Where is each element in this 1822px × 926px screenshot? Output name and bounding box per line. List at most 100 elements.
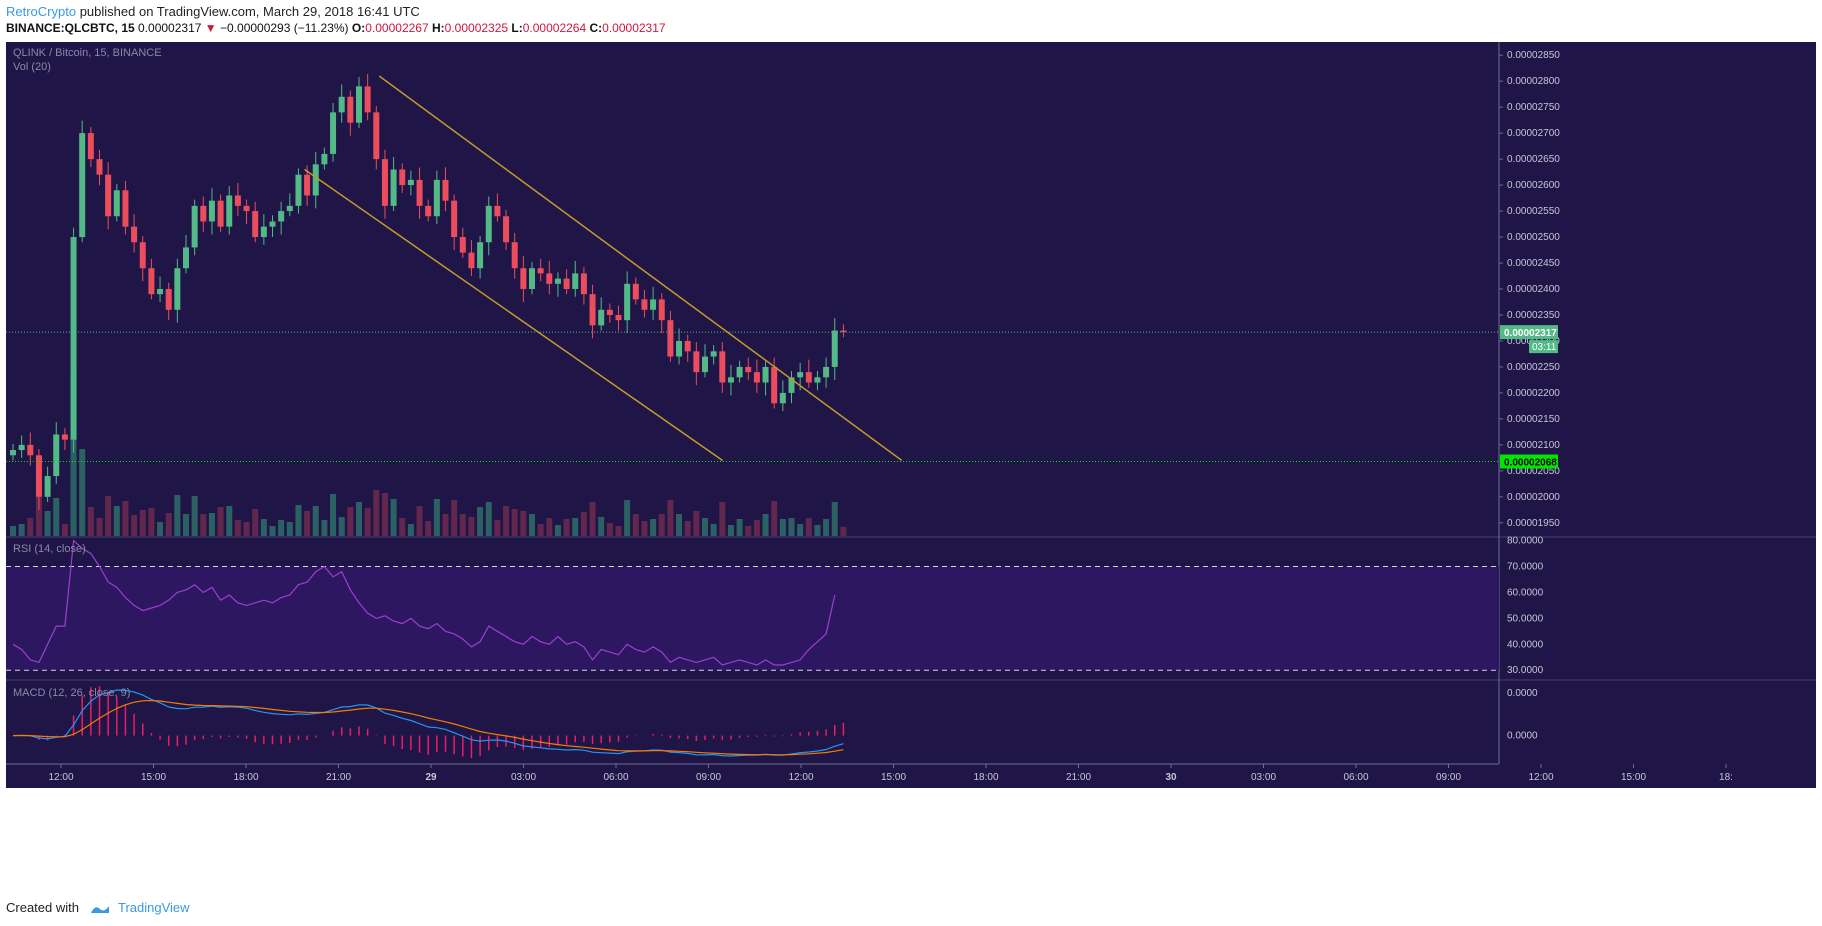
volume-bar [217,507,224,536]
candle [753,372,760,383]
volume-label: Vol (20) [13,61,51,73]
volume-bar [174,495,181,536]
x-tick-label: 29 [425,772,437,783]
x-tick-label: 12:00 [48,772,73,783]
y-tick-label: 0.00002250 [1507,362,1560,373]
volume-bar [356,502,362,536]
candle [477,242,484,269]
volume-bar [606,523,613,536]
x-tick-label: 12:00 [788,772,813,783]
candle [745,366,752,373]
candle [503,216,510,243]
candle [399,169,406,186]
candle [174,268,181,310]
volume-bar [702,518,708,536]
candle [18,444,25,451]
candle [131,226,138,243]
candle [676,340,683,357]
candle [658,299,665,321]
candle [356,86,362,123]
candle [234,195,241,206]
y-tick-label: 0.00002650 [1507,154,1560,165]
volume-bar [364,508,371,536]
volume-bar [79,449,86,536]
volume-bar [745,526,752,536]
y-tick-label: 0.00002150 [1507,414,1560,425]
volume-bar [35,497,42,536]
volume-bar [286,522,293,536]
channel-lower-line [304,168,724,462]
candle [425,205,432,217]
y-tick-label: 0.00002800 [1507,76,1560,87]
volume-bar [494,520,501,536]
ohlc-line: BINANCE:QLCBTC, 15 0.00002317 ▼ −0.00000… [6,21,666,35]
countdown-label: 03:11 [1532,342,1557,353]
candle [606,309,613,315]
x-tick-label: 21:00 [326,772,351,783]
volume-bar [451,500,458,536]
volume-bar [407,524,414,536]
tradingview-link[interactable]: TradingView [118,900,190,915]
candle [295,174,302,206]
channel-upper-line [378,75,903,462]
volume-bar [234,520,241,536]
x-tick-label: 15:00 [881,772,906,783]
volume-bar [87,507,94,536]
rsi-label: RSI (14, close) [13,543,86,555]
volume-bar [243,522,250,536]
candle [191,205,198,248]
volume-bar [330,494,337,536]
countdown-tag [1529,340,1558,354]
volume-bar [70,370,77,536]
x-tick-label: 06:00 [603,772,628,783]
candle [710,351,717,357]
volume-bar [572,518,579,536]
volume-bar [61,524,68,536]
low-value: 0.00002264 [522,21,587,35]
volume-bar [485,502,492,536]
candle [70,237,77,440]
author-link[interactable]: RetroCrypto [6,4,77,19]
volume-bar [641,521,648,536]
candle [139,242,146,269]
x-tick-label: 03:00 [1251,772,1276,783]
candles [10,73,847,510]
chart-title: QLINK / Bitcoin, 15, BINANCE [13,47,162,59]
candle [529,268,535,289]
volume-bar [503,506,510,536]
candle [217,200,224,227]
candle [10,450,16,456]
y-tick-label: 0.00002850 [1507,50,1560,61]
candle [736,366,743,378]
volume-bar [200,514,207,536]
support-label: 0.00002068 [1504,457,1557,468]
chart-area[interactable]: 0.00002850 0.00002800 0.00002750 0.00002700… [6,42,1816,890]
volume-bar [771,501,778,536]
y-tick-label: 0.00001950 [1507,518,1560,529]
chart-svg[interactable]: 0.00002850 0.00002800 0.00002750 0.00002700… [6,42,1816,890]
volume-bar [399,518,406,536]
volume-bars [10,370,847,536]
candle [771,366,778,404]
candle [494,205,501,217]
candle [407,179,414,186]
volume-bar [425,521,432,536]
candle [693,351,700,373]
candle [684,340,691,352]
candle [226,195,233,227]
volume-bar [658,514,665,536]
rsi-line [12,539,836,666]
volume-bar [304,511,311,536]
x-tick-label: 21:00 [1066,772,1091,783]
candle [572,273,579,289]
candle [79,133,86,238]
candle [252,211,259,238]
volume-bar [260,519,267,536]
volume-bar [53,498,60,536]
last-price-tag [1500,325,1558,340]
publish-line: RetroCrypto published on TradingView.com… [6,4,420,19]
candle [823,366,830,378]
candle [641,299,648,310]
volume-bar [226,506,233,536]
tradingview-logo-icon [90,905,109,913]
